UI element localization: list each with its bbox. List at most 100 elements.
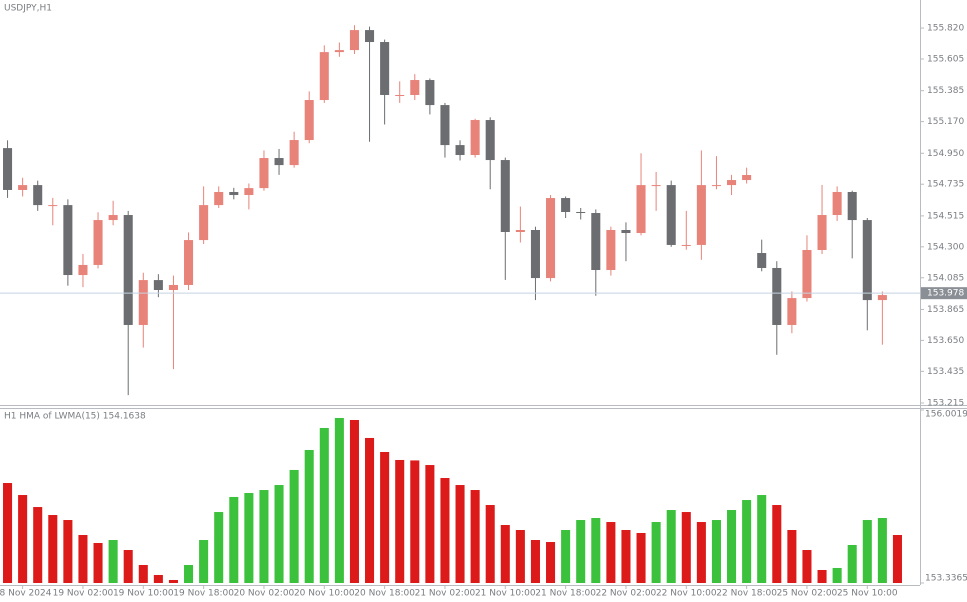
candle-body	[365, 30, 375, 43]
indicator-bar	[515, 530, 525, 583]
indicator-bar	[334, 417, 344, 583]
candle-body	[153, 280, 163, 291]
candle-body	[727, 180, 737, 186]
indicator-bar	[802, 549, 812, 583]
candle-body	[425, 80, 435, 106]
candle-body	[440, 105, 450, 146]
y-tick-label: 155.605	[927, 55, 964, 65]
indicator-bar	[199, 539, 209, 583]
candle-body	[515, 229, 525, 233]
candle-body	[681, 244, 691, 246]
indicator-bar	[757, 495, 767, 583]
indicator-bar	[892, 535, 902, 583]
indicator-bar	[274, 485, 284, 583]
candle-body	[530, 229, 540, 279]
indicator-bar	[877, 517, 887, 583]
candle-body	[244, 188, 254, 196]
indicator-bar	[455, 485, 465, 583]
candle-body	[847, 191, 857, 221]
candle-body	[636, 185, 646, 234]
candle-body	[591, 213, 601, 270]
indicator-bar	[817, 569, 827, 583]
candle-body	[485, 120, 495, 161]
x-tick-label: 22 Nov 18:00	[716, 589, 777, 599]
candle-body	[576, 211, 586, 214]
y-tick-label: 154.735	[927, 180, 964, 190]
current-price-box	[921, 287, 967, 300]
indicator-bar	[108, 539, 118, 583]
current-price-label: 153.978	[927, 289, 964, 299]
candle-body	[138, 280, 148, 325]
indicator-bar	[93, 542, 103, 583]
indicator-bar	[319, 427, 329, 583]
x-tick-label: 20 Nov 02:00	[234, 589, 295, 599]
indicator-y-tick-label: 156.0019	[925, 410, 967, 420]
indicator-bar	[380, 451, 390, 583]
x-tick-label: 22 Nov 10:00	[656, 589, 717, 599]
candle-body	[274, 158, 284, 166]
candle-body	[334, 50, 344, 53]
candle-body	[199, 205, 209, 241]
candle-body	[168, 284, 178, 291]
candle-body	[63, 205, 73, 276]
y-tick-label: 155.385	[927, 86, 964, 96]
candle-body	[711, 185, 721, 187]
y-tick-label: 154.515	[927, 211, 964, 221]
indicator-bar	[681, 512, 691, 583]
x-tick-label: 20 Nov 18:00	[354, 589, 415, 599]
indicator-bar	[485, 505, 495, 583]
candle-body	[410, 80, 420, 95]
x-tick-label: 21 Nov 02:00	[415, 589, 476, 599]
candle-body	[500, 160, 510, 233]
candle-body	[696, 185, 706, 245]
x-tick-label: 25 Nov 02:00	[777, 589, 838, 599]
candle-body	[772, 267, 782, 325]
x-tick-label: 21 Nov 18:00	[535, 589, 596, 599]
candle-body	[802, 249, 812, 299]
x-tick-label: 25 Nov 10:00	[837, 589, 898, 599]
candle-body	[862, 220, 872, 301]
candle-body	[3, 148, 13, 190]
x-tick-label: 19 Nov 18:00	[173, 589, 234, 599]
indicator-bar	[862, 520, 872, 583]
indicator-bar	[365, 437, 375, 583]
indicator-bar	[123, 549, 133, 583]
indicator-bar	[591, 517, 601, 583]
indicator-bar	[500, 525, 510, 583]
candle-body	[229, 191, 239, 196]
candle-body	[93, 220, 103, 265]
indicator-bar	[229, 496, 239, 583]
x-tick-label: 20 Nov 10:00	[294, 589, 355, 599]
indicator-bar	[244, 493, 254, 583]
indicator-bar	[214, 512, 224, 583]
x-tick-label: 18 Nov 2024	[0, 589, 52, 599]
candle-body	[546, 198, 556, 279]
indicator-bar	[63, 520, 73, 583]
indicator-bar	[651, 522, 661, 583]
indicator-bar	[259, 490, 269, 583]
indicator-bar	[696, 522, 706, 583]
chart-title: USDJPY,H1	[4, 4, 52, 14]
candle-body	[123, 215, 133, 325]
y-tick-label: 153.215	[927, 398, 964, 408]
indicator-bar	[78, 535, 88, 583]
candle-body	[259, 158, 269, 189]
candle-body	[757, 253, 767, 268]
indicator-bar	[832, 567, 842, 583]
x-tick-label: 19 Nov 02:00	[53, 589, 114, 599]
indicator-bar	[561, 530, 571, 583]
candle-body	[304, 100, 314, 141]
candle-body	[48, 205, 58, 207]
y-tick-label: 155.820	[927, 24, 964, 34]
candle-body	[214, 191, 224, 206]
indicator-bar	[304, 449, 314, 583]
indicator-bar	[184, 564, 194, 583]
candle-body	[289, 140, 299, 166]
x-tick-label: 22 Nov 02:00	[596, 589, 657, 599]
y-tick-label: 154.300	[927, 242, 964, 252]
candle-body	[651, 185, 661, 187]
indicator-bar	[440, 478, 450, 583]
y-tick-label: 153.865	[927, 305, 964, 315]
indicator-bar	[18, 495, 28, 583]
